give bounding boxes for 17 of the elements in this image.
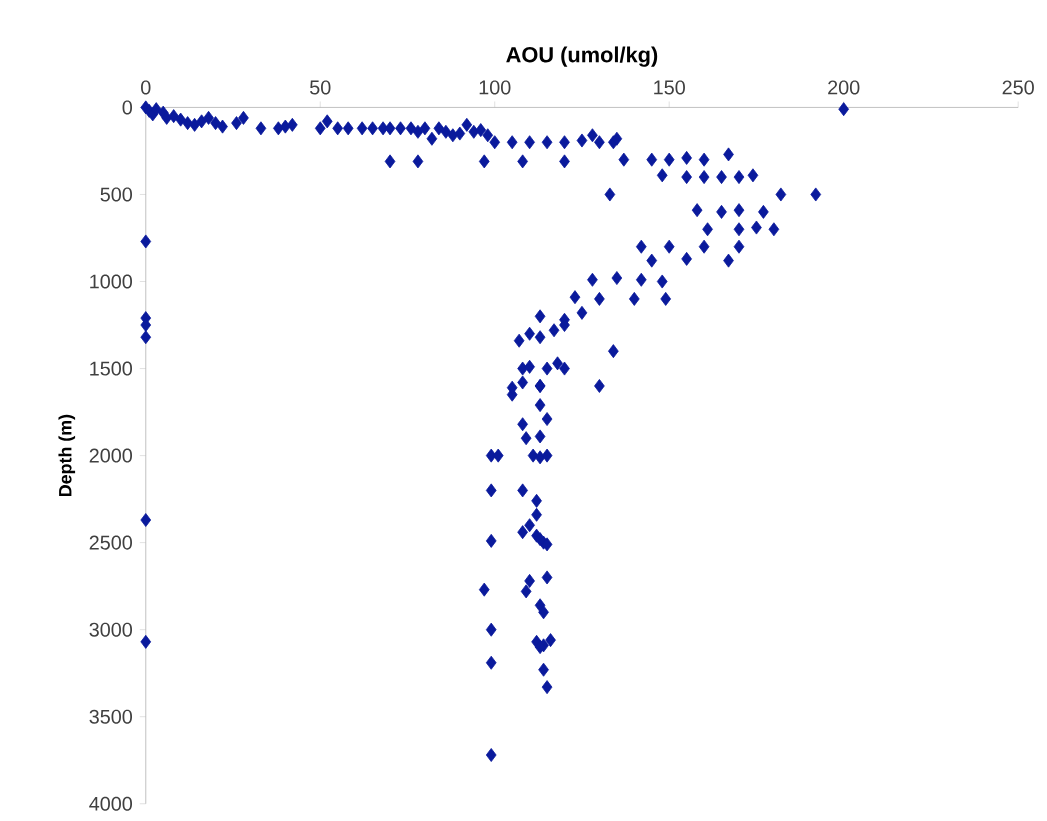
- y-tick-label: 2500: [89, 535, 133, 550]
- y-tick-label: 3000: [89, 622, 133, 637]
- y-tick-label: 500: [100, 187, 133, 202]
- x-tick-label: 0: [141, 80, 151, 95]
- x-tick-label: 50: [310, 80, 331, 95]
- y-tick-label: 0: [122, 100, 133, 115]
- x-tick-label: 200: [828, 80, 860, 95]
- y-tick-label: 3500: [89, 709, 133, 724]
- x-tick-label: 250: [1002, 80, 1034, 95]
- x-tick-label: 150: [654, 80, 685, 95]
- y-axis-title: Depth (m): [58, 415, 76, 497]
- y-tick-label: 1000: [90, 274, 133, 289]
- y-tick-label: 1500: [90, 361, 133, 376]
- x-tick-label: 100: [479, 80, 511, 95]
- x-axis-title: AOU (umol/kg): [506, 46, 658, 67]
- y-tick-label: 2000: [89, 448, 133, 463]
- y-tick-label: 4000: [89, 796, 133, 811]
